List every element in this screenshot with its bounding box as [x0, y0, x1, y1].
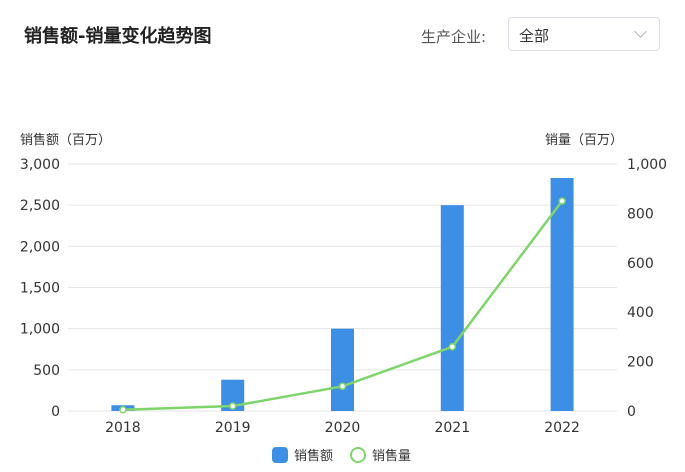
- legend-label: 销售量: [372, 448, 411, 464]
- legend-item-sales-volume[interactable]: 销售量: [350, 447, 411, 464]
- line-point[interactable]: [119, 406, 127, 414]
- legend-label: 销售额: [294, 448, 333, 464]
- y-left-tick-label: 2,500: [20, 198, 60, 214]
- bar[interactable]: [550, 177, 574, 411]
- y-left-ticks: 0 500 1,000 1,500 2,000 2,500 3,000: [20, 157, 60, 420]
- chart-title: 销售额-销量变化趋势图: [24, 26, 212, 47]
- y-right-tick-label: 0: [627, 404, 636, 420]
- x-ticks: 2018 2019 2020 2021 2022: [105, 420, 580, 436]
- y-left-axis-label: 销售额（百万）: [20, 132, 111, 148]
- y-left-tick-label: 0: [51, 404, 60, 420]
- x-tick-label: 2022: [544, 420, 580, 436]
- line-point[interactable]: [338, 382, 347, 391]
- manufacturer-select-value: 全部: [519, 27, 550, 45]
- manufacturer-select[interactable]: 全部: [508, 17, 660, 51]
- y-right-tick-label: 600: [627, 256, 654, 272]
- line-point[interactable]: [448, 343, 457, 351]
- legend: 销售额 销售量: [272, 447, 411, 464]
- line-point[interactable]: [228, 402, 237, 410]
- y-left-tick-label: 1,500: [20, 281, 60, 297]
- x-tick-label: 2019: [215, 420, 251, 436]
- y-right-ticks: 0 200 400 600 800 1,000: [627, 157, 667, 420]
- y-right-axis-label: 销量（百万）: [545, 133, 623, 148]
- y-left-tick-label: 1,000: [20, 322, 60, 338]
- y-left-tick-label: 3,000: [20, 157, 60, 173]
- legend-item-sales-amount[interactable]: 销售额: [272, 447, 333, 464]
- bar[interactable]: [331, 328, 354, 411]
- y-right-tick-label: 800: [627, 206, 654, 222]
- y-left-tick-label: 2,000: [20, 239, 60, 255]
- y-right-tick-label: 200: [627, 355, 654, 371]
- x-tick-label: 2020: [325, 420, 361, 436]
- line-point[interactable]: [558, 197, 566, 205]
- bar[interactable]: [440, 205, 464, 411]
- bar[interactable]: [221, 379, 245, 411]
- y-left-tick-label: 500: [33, 363, 60, 379]
- legend-swatch-line: [350, 447, 366, 463]
- y-right-tick-label: 1,000: [627, 157, 667, 173]
- line-series: [119, 197, 566, 414]
- x-tick-label: 2018: [105, 420, 141, 436]
- legend-swatch-bar: [272, 447, 288, 463]
- x-tick-label: 2021: [434, 420, 470, 436]
- filter-label: 生产企业:: [421, 28, 487, 46]
- y-right-tick-label: 400: [627, 305, 654, 321]
- bar-series: [111, 177, 574, 411]
